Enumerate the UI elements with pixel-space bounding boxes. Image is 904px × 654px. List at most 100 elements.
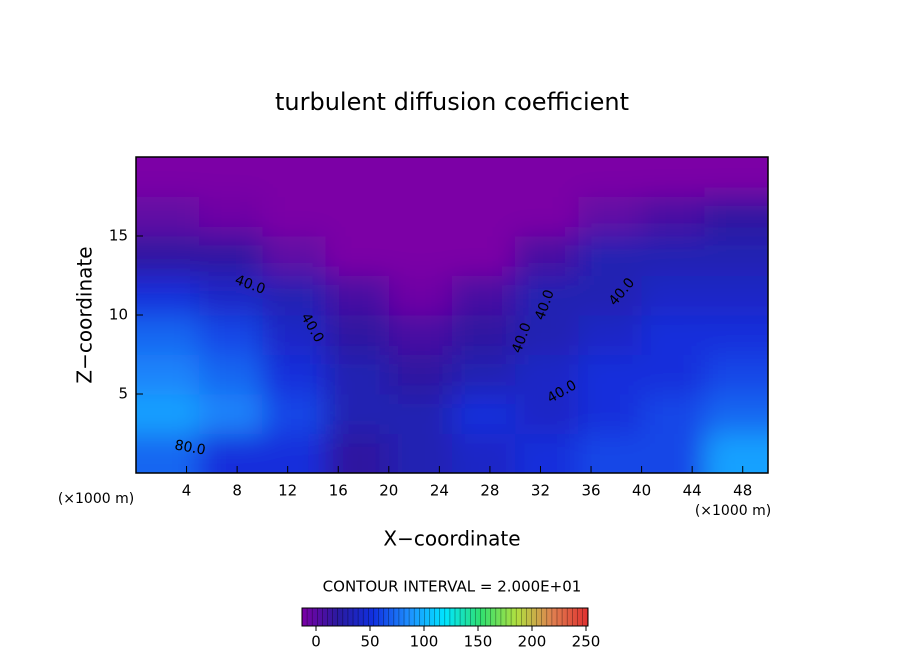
heat-cell [199, 354, 263, 395]
heat-cell [452, 394, 516, 434]
x-tick-label: 20 [379, 482, 398, 500]
heat-cell [704, 236, 768, 276]
heat-cell [641, 354, 706, 395]
heat-cell [199, 275, 263, 316]
heat-cell [641, 157, 706, 197]
heat-cell [452, 433, 516, 473]
heat-cell [515, 315, 579, 355]
heat-cell [325, 354, 390, 395]
heat-cell [578, 433, 643, 473]
heat-cell [578, 315, 643, 355]
heat-cell [388, 315, 453, 355]
heat-cell [136, 236, 200, 276]
contour-note: CONTOUR INTERVAL = 2.000E+01 [323, 578, 582, 596]
heat-cell [578, 196, 643, 237]
x-tick-label: 4 [182, 482, 192, 500]
heat-cell [325, 433, 390, 473]
heat-cell [199, 433, 263, 473]
heat-cell [641, 196, 706, 237]
heat-cell [641, 394, 706, 434]
heat-cell [325, 157, 390, 197]
heat-cell [704, 157, 768, 197]
heat-cell [515, 196, 579, 237]
x-unit: (×1000 m) [58, 491, 134, 507]
heat-cell [262, 157, 327, 197]
heat-cell [325, 275, 390, 316]
y-tick-label: 5 [118, 385, 128, 403]
heat-cell [199, 315, 263, 355]
heat-cell [452, 236, 516, 276]
heat-cell [136, 433, 200, 473]
x-tick-label: 44 [683, 482, 702, 500]
heat-cell [452, 275, 516, 316]
cells [136, 157, 768, 473]
x-tick-label: 12 [278, 482, 297, 500]
heat-cell [262, 394, 327, 434]
heat-cell [452, 315, 516, 355]
heat-cell [452, 354, 516, 395]
heat-cell [704, 315, 768, 355]
colorbar-tick-label: 50 [360, 633, 379, 651]
heat-cell [704, 196, 768, 237]
heat-cell [262, 433, 327, 473]
heat-cell [136, 394, 200, 434]
heat-cell [325, 236, 390, 276]
heat-cell [262, 275, 327, 316]
heat-cell [515, 157, 579, 197]
heat-cell [325, 394, 390, 434]
heat-cell [704, 433, 768, 473]
heat-cell [704, 354, 768, 395]
heat-cell [388, 354, 453, 395]
heat-cell [262, 315, 327, 355]
colorbar-tick-label: 150 [464, 633, 493, 651]
x-tick-label: 28 [480, 482, 499, 500]
colorbar-tick-label: 100 [410, 633, 439, 651]
colorbar-tick-label: 0 [311, 633, 321, 651]
y-tick-label: 10 [109, 306, 128, 324]
heat-cell [452, 157, 516, 197]
heat-cell [641, 236, 706, 276]
heat-cell [641, 315, 706, 355]
heat-cell [515, 354, 579, 395]
x-tick-label: 40 [632, 482, 651, 500]
x-tick-label: 48 [733, 482, 752, 500]
x-tick-label: 16 [329, 482, 348, 500]
heat-cell [199, 196, 263, 237]
heat-cell [199, 394, 263, 434]
heat-cell [578, 354, 643, 395]
heat-cell [388, 236, 453, 276]
heat-cell [136, 196, 200, 237]
heat-cell [325, 196, 390, 237]
heat-cell [641, 275, 706, 316]
heat-cell [388, 394, 453, 434]
heat-cell [641, 433, 706, 473]
chart-title: turbulent diffusion coefficient [275, 88, 629, 116]
heat-cell [136, 275, 200, 316]
heat-cell [325, 315, 390, 355]
y-axis-label: Z−coordinate [73, 246, 97, 383]
heat-cell [136, 315, 200, 355]
heat-cell [262, 236, 327, 276]
heat-cell [199, 236, 263, 276]
heat-cell [704, 394, 768, 434]
heat-cell [262, 354, 327, 395]
heat-cell [578, 157, 643, 197]
heat-cell [136, 157, 200, 197]
x-unit: (×1000 m) [695, 503, 771, 519]
heat-cell [199, 157, 263, 197]
x-tick-label: 32 [531, 482, 550, 500]
heat-cell [515, 433, 579, 473]
heat-cell [578, 236, 643, 276]
field [136, 157, 768, 473]
heat-cell [136, 354, 200, 395]
heat-cell [515, 394, 579, 434]
heat-cell [388, 157, 453, 197]
x-tick-label: 8 [232, 482, 242, 500]
x-tick-label: 24 [430, 482, 449, 500]
x-axis-label: X−coordinate [383, 527, 520, 551]
colorbar-tick-label: 200 [518, 633, 547, 651]
heat-cell [388, 196, 453, 237]
heat-cell [704, 275, 768, 316]
heat-cell [388, 433, 453, 473]
